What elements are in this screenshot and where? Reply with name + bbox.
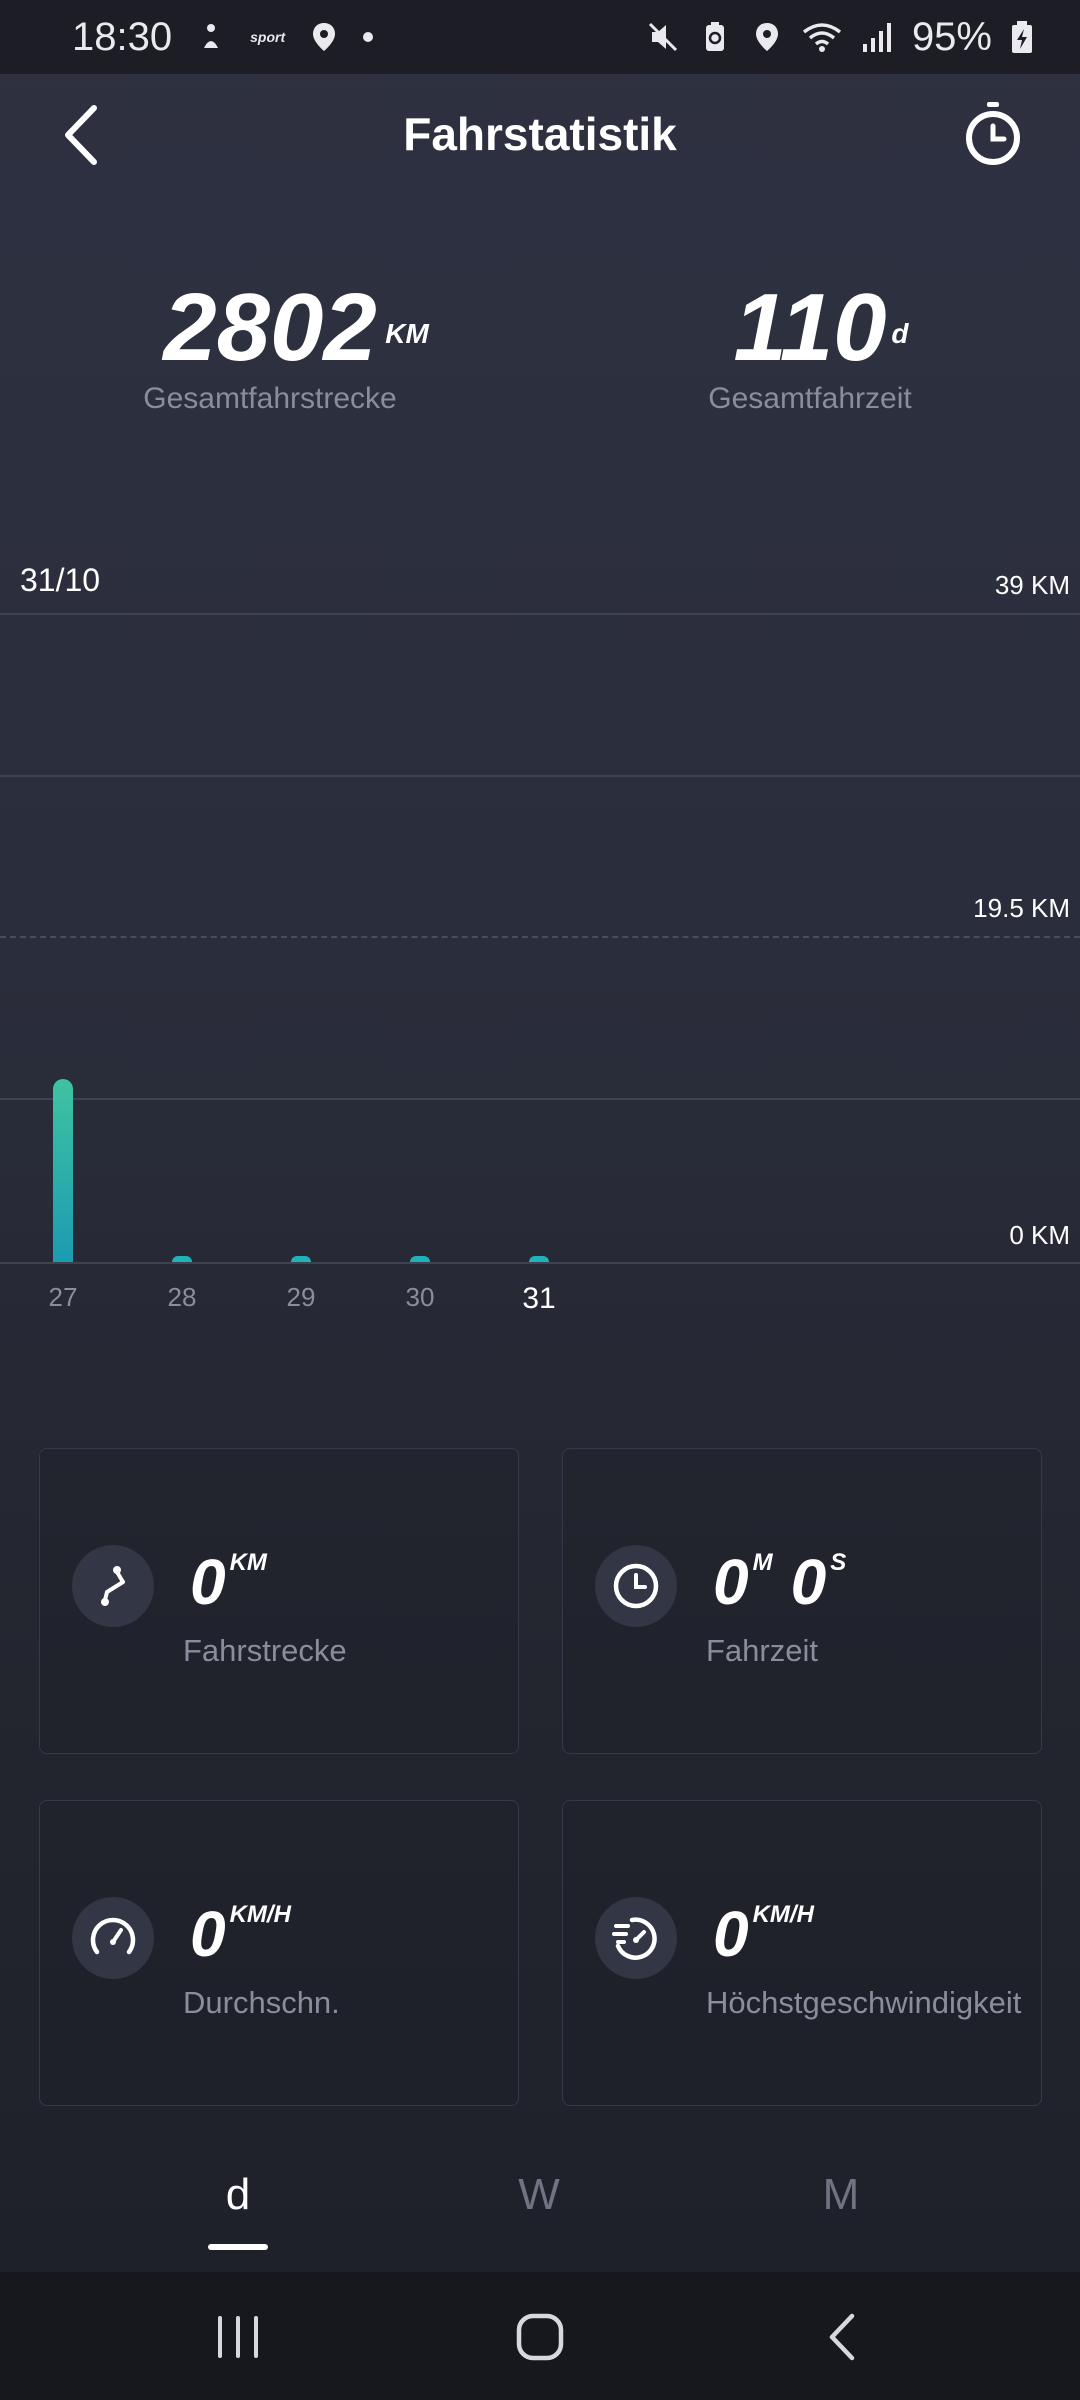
card-avg-speed: 0 KM/H Durchschn. (39, 1800, 519, 2106)
card-max-speed-unit: KM/H (752, 1901, 814, 1928)
x-tick-label[interactable]: 29 (286, 1282, 316, 1312)
distance-chart[interactable]: 31/10 39 KM 19.5 KM 0 KM 27 28 29 30 31 (0, 560, 1080, 1320)
card-ride-time-minutes-unit: M (752, 1549, 773, 1576)
y-tick-label-max: 39 KM (994, 570, 1070, 600)
location-icon (755, 23, 778, 51)
tab-month[interactable]: M (822, 2170, 860, 2219)
x-tick-label[interactable]: 31 (522, 1282, 556, 1315)
notification-dot (363, 32, 374, 42)
card-ride-time-minutes: 0 (713, 1546, 749, 1618)
gridline-mid-dashed (0, 936, 1080, 938)
total-time-value: 110 d (733, 280, 908, 376)
tab-day[interactable]: d (225, 2170, 251, 2219)
route-icon (72, 1545, 154, 1627)
stopwatch-icon[interactable] (958, 100, 1028, 170)
totals-section: 2802 KM Gesamtfahrstrecke 110 d Gesamtfa… (0, 280, 1080, 430)
clock-icon (595, 1545, 677, 1627)
wifi-icon (802, 23, 842, 52)
card-avg-speed-value: 0 KM/H (190, 1897, 305, 1971)
total-time-unit: d (891, 318, 909, 349)
card-ride-time-value: 0 M 0 S (713, 1545, 860, 1619)
chart-bar[interactable] (172, 1256, 192, 1262)
card-distance-unit: KM (229, 1549, 267, 1576)
card-ride-time: 0 M 0 S Fahrzeit (562, 1448, 1042, 1754)
y-tick-label-mid: 19.5 KM (973, 893, 1070, 923)
card-distance: 0 KM Fahrstrecke (39, 1448, 519, 1754)
total-distance: 2802 KM Gesamtfahrstrecke (130, 280, 429, 416)
back-icon[interactable] (808, 2302, 878, 2372)
total-time: 110 d Gesamtfahrzeit (690, 280, 930, 416)
active-tab-indicator (208, 2244, 268, 2250)
battery-saver-icon (705, 22, 724, 51)
system-nav-bar (0, 2272, 1080, 2400)
total-distance-label: Gesamtfahrstrecke (143, 382, 397, 415)
total-distance-number: 2802 (163, 274, 377, 381)
chart-bar[interactable] (529, 1256, 549, 1262)
x-tick-label[interactable]: 27 (48, 1282, 78, 1312)
chevron-left-icon[interactable] (52, 100, 122, 170)
card-distance-label: Fahrstrecke (183, 1633, 347, 1668)
card-avg-speed-number: 0 (190, 1898, 226, 1970)
card-ride-time-seconds: 0 (790, 1546, 827, 1618)
mute-icon (648, 22, 677, 52)
status-bar: 18:30 sport (0, 0, 1080, 74)
card-avg-speed-label: Durchschn. (183, 1985, 340, 2020)
tab-week[interactable]: W (518, 2170, 560, 2219)
period-tabs: d W M (0, 2160, 1080, 2250)
chart-selected-date: 31/10 (20, 562, 101, 598)
fast-speed-icon (595, 1897, 677, 1979)
total-distance-unit: KM (385, 318, 429, 349)
total-time-number: 110 (733, 274, 887, 381)
gridline-top (0, 613, 1080, 615)
speedometer-icon (72, 1897, 154, 1979)
sport-badge: sport (250, 29, 286, 45)
total-time-label: Gesamtfahrzeit (708, 382, 912, 415)
card-avg-speed-unit: KM/H (229, 1901, 291, 1928)
y-tick-label-min: 0 KM (1009, 1220, 1070, 1250)
x-tick-label[interactable]: 30 (405, 1282, 435, 1312)
battery-percent: 95% (911, 14, 992, 59)
card-distance-value: 0 KM (190, 1545, 281, 1619)
recents-icon[interactable] (203, 2302, 273, 2372)
card-distance-number: 0 (190, 1546, 226, 1618)
card-max-speed-value: 0 KM/H (713, 1897, 828, 1971)
chart-bar[interactable] (410, 1256, 430, 1262)
home-icon[interactable] (505, 2302, 575, 2372)
gridline-baseline (0, 1262, 1080, 1264)
app-header: Fahrstatistik (0, 74, 1080, 194)
gridline (0, 775, 1080, 777)
chart-bar[interactable] (291, 1256, 311, 1262)
total-distance-value: 2802 KM (163, 280, 429, 376)
card-ride-time-seconds-unit: S (830, 1549, 847, 1576)
gridline (0, 1098, 1080, 1100)
status-time: 18:30 (72, 14, 173, 59)
location-pin-icon (313, 23, 336, 51)
chart-bar[interactable] (53, 1078, 73, 1262)
signal-icon (862, 23, 891, 52)
card-max-speed-number: 0 (713, 1898, 749, 1970)
card-max-speed-label: Höchstgeschwindigkeit (706, 1985, 1022, 2020)
bike-rider-icon (204, 24, 219, 48)
x-tick-label[interactable]: 28 (167, 1282, 197, 1312)
page-title: Fahrstatistik (403, 108, 677, 160)
battery-charging-icon (1012, 21, 1032, 53)
card-ride-time-label: Fahrzeit (706, 1633, 818, 1668)
card-max-speed: 0 KM/H Höchstgeschwindigkeit (562, 1800, 1042, 2106)
